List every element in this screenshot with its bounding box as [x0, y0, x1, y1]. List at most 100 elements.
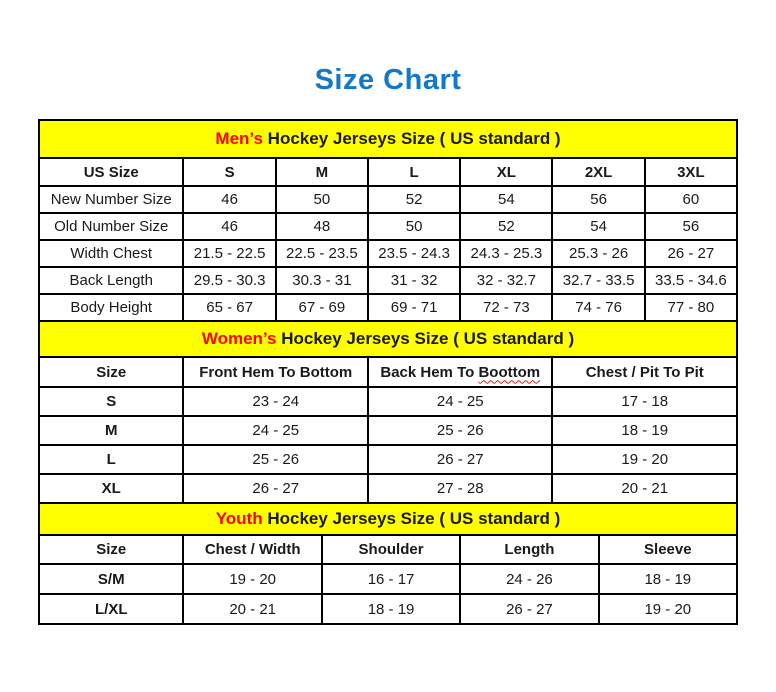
- column-header-row: Size Chest / Width Shoulder Length Sleeve: [37, 534, 739, 565]
- size-value-cell: 31 - 32: [366, 266, 462, 295]
- row-label: L: [37, 444, 185, 475]
- size-value-cell: 18 - 19: [551, 415, 738, 446]
- size-value-cell: 18 - 19: [320, 593, 462, 625]
- table-row: XL 26 - 27 27 - 28 20 - 21: [37, 473, 738, 504]
- column-header: M: [274, 157, 369, 187]
- size-value-cell: 19 - 20: [551, 444, 738, 475]
- size-value-cell: 24 - 26: [459, 563, 600, 595]
- section-youth: Youth Hockey Jerseys Size ( US standard …: [37, 502, 739, 625]
- column-header: Length: [459, 534, 600, 565]
- size-value-cell: 25 - 26: [182, 444, 369, 475]
- mens-size-table: US Size S M L XL 2XL 3XL New Number Size 46 50 52 5…: [37, 157, 739, 322]
- column-header-row: Size Front Hem To Bottom Back Hem To Boott…: [37, 356, 738, 388]
- row-label: M: [37, 415, 185, 446]
- column-header: S: [182, 157, 277, 187]
- column-header: Front Hem To Bottom: [182, 356, 369, 388]
- size-value-cell: 26 - 27: [459, 593, 600, 625]
- size-value-cell: 46: [182, 185, 277, 214]
- size-value-cell: 25 - 26: [366, 415, 554, 446]
- size-value-cell: 54: [459, 185, 554, 214]
- size-value-cell: 52: [459, 212, 554, 241]
- youth-band-highlight: Youth: [215, 509, 263, 528]
- womens-section-band: Women’s Hockey Jerseys Size ( US standar…: [38, 320, 738, 358]
- column-header: Size: [37, 356, 185, 388]
- size-value-cell: 23.5 - 24.3: [366, 239, 462, 268]
- table-row: S 23 - 24 24 - 25 17 - 18: [37, 386, 738, 417]
- column-header: US Size: [37, 157, 185, 187]
- column-header-row: US Size S M L XL 2XL 3XL: [37, 157, 739, 187]
- size-value-cell: 26 - 27: [182, 473, 369, 504]
- column-header: Size: [37, 534, 185, 565]
- womens-band-text: Hockey Jerseys Size ( US standard ): [276, 329, 575, 348]
- size-value-cell: 50: [366, 212, 462, 241]
- youth-section-band: Youth Hockey Jerseys Size ( US standard …: [38, 502, 738, 536]
- size-value-cell: 24 - 25: [182, 415, 369, 446]
- row-label: New Number Size: [37, 185, 185, 214]
- section-womens: Women’s Hockey Jerseys Size ( US standar…: [37, 320, 738, 504]
- size-value-cell: 46: [182, 212, 277, 241]
- row-label: Old Number Size: [37, 212, 185, 241]
- column-header: XL: [459, 157, 554, 187]
- size-value-cell: 65 - 67: [182, 293, 277, 322]
- table-row: L/XL 20 - 21 18 - 19 26 - 27 19 - 20: [37, 593, 739, 625]
- size-value-cell: 32 - 32.7: [459, 266, 554, 295]
- size-value-cell: 69 - 71: [366, 293, 462, 322]
- size-value-cell: 52: [366, 185, 462, 214]
- column-header: L: [366, 157, 462, 187]
- size-value-cell: 60: [643, 185, 739, 214]
- womens-size-table: Size Front Hem To Bottom Back Hem To Boott…: [37, 356, 738, 504]
- row-label: XL: [37, 473, 185, 504]
- youth-band-text: Hockey Jerseys Size ( US standard ): [262, 509, 561, 528]
- size-value-cell: 54: [551, 212, 646, 241]
- column-header: 2XL: [551, 157, 646, 187]
- column-header: Chest / Pit To Pit: [551, 356, 738, 388]
- column-header-text: Back Hem To: [380, 363, 479, 381]
- size-value-cell: 17 - 18: [551, 386, 738, 417]
- mens-band-highlight: Men’s: [215, 129, 263, 148]
- table-row: L 25 - 26 26 - 27 19 - 20: [37, 444, 738, 475]
- row-label: Width Chest: [37, 239, 185, 268]
- page-title: Size Chart: [314, 64, 462, 96]
- table-row: Old Number Size 46 48 50 52 54 56: [37, 212, 739, 241]
- row-label: S/M: [37, 563, 185, 595]
- table-row: Body Height 65 - 67 67 - 69 69 - 71 72 - 73 7…: [37, 293, 739, 322]
- size-value-cell: 25.3 - 26: [551, 239, 646, 268]
- size-value-cell: 18 - 19: [597, 563, 739, 595]
- mens-band-text: Hockey Jerseys Size ( US standard ): [262, 129, 561, 148]
- section-mens: Men’s Hockey Jerseys Size ( US standard …: [37, 119, 739, 322]
- column-header: 3XL: [643, 157, 739, 187]
- table-row: S/M 19 - 20 16 - 17 24 - 26 18 - 19: [37, 563, 739, 595]
- table-row: M 24 - 25 25 - 26 18 - 19: [37, 415, 738, 446]
- size-value-cell: 24 - 25: [366, 386, 554, 417]
- size-value-cell: 20 - 21: [182, 593, 323, 625]
- size-value-cell: 19 - 20: [182, 563, 323, 595]
- table-row: Width Chest 21.5 - 22.5 22.5 - 23.5 23.5 - …: [37, 239, 739, 268]
- size-value-cell: 56: [643, 212, 739, 241]
- size-value-cell: 21.5 - 22.5: [182, 239, 277, 268]
- youth-size-table: Size Chest / Width Shoulder Length Sleeve S/M…: [37, 534, 739, 625]
- size-value-cell: 72 - 73: [459, 293, 554, 322]
- size-value-cell: 48: [274, 212, 369, 241]
- size-value-cell: 26 - 27: [643, 239, 739, 268]
- column-header: Chest / Width: [182, 534, 323, 565]
- size-value-cell: 23 - 24: [182, 386, 369, 417]
- size-value-cell: 67 - 69: [274, 293, 369, 322]
- column-header: Back Hem To Boottom: [366, 356, 554, 388]
- size-chart: Men’s Hockey Jerseys Size ( US standard …: [37, 119, 739, 625]
- size-value-cell: 20 - 21: [551, 473, 738, 504]
- row-label: S: [37, 386, 185, 417]
- row-label: Body Height: [37, 293, 185, 322]
- row-label: L/XL: [37, 593, 185, 625]
- table-row: Back Length 29.5 - 30.3 30.3 - 31 31 - 32 32…: [37, 266, 739, 295]
- size-value-cell: 24.3 - 25.3: [459, 239, 554, 268]
- size-value-cell: 16 - 17: [320, 563, 462, 595]
- mens-section-band: Men’s Hockey Jerseys Size ( US standard …: [38, 119, 738, 159]
- size-value-cell: 22.5 - 23.5: [274, 239, 369, 268]
- row-label: Back Length: [37, 266, 185, 295]
- size-value-cell: 33.5 - 34.6: [643, 266, 739, 295]
- size-value-cell: 74 - 76: [551, 293, 646, 322]
- size-value-cell: 27 - 28: [366, 473, 554, 504]
- size-value-cell: 32.7 - 33.5: [551, 266, 646, 295]
- size-value-cell: 26 - 27: [366, 444, 554, 475]
- misspelled-word: Boottom: [478, 363, 541, 381]
